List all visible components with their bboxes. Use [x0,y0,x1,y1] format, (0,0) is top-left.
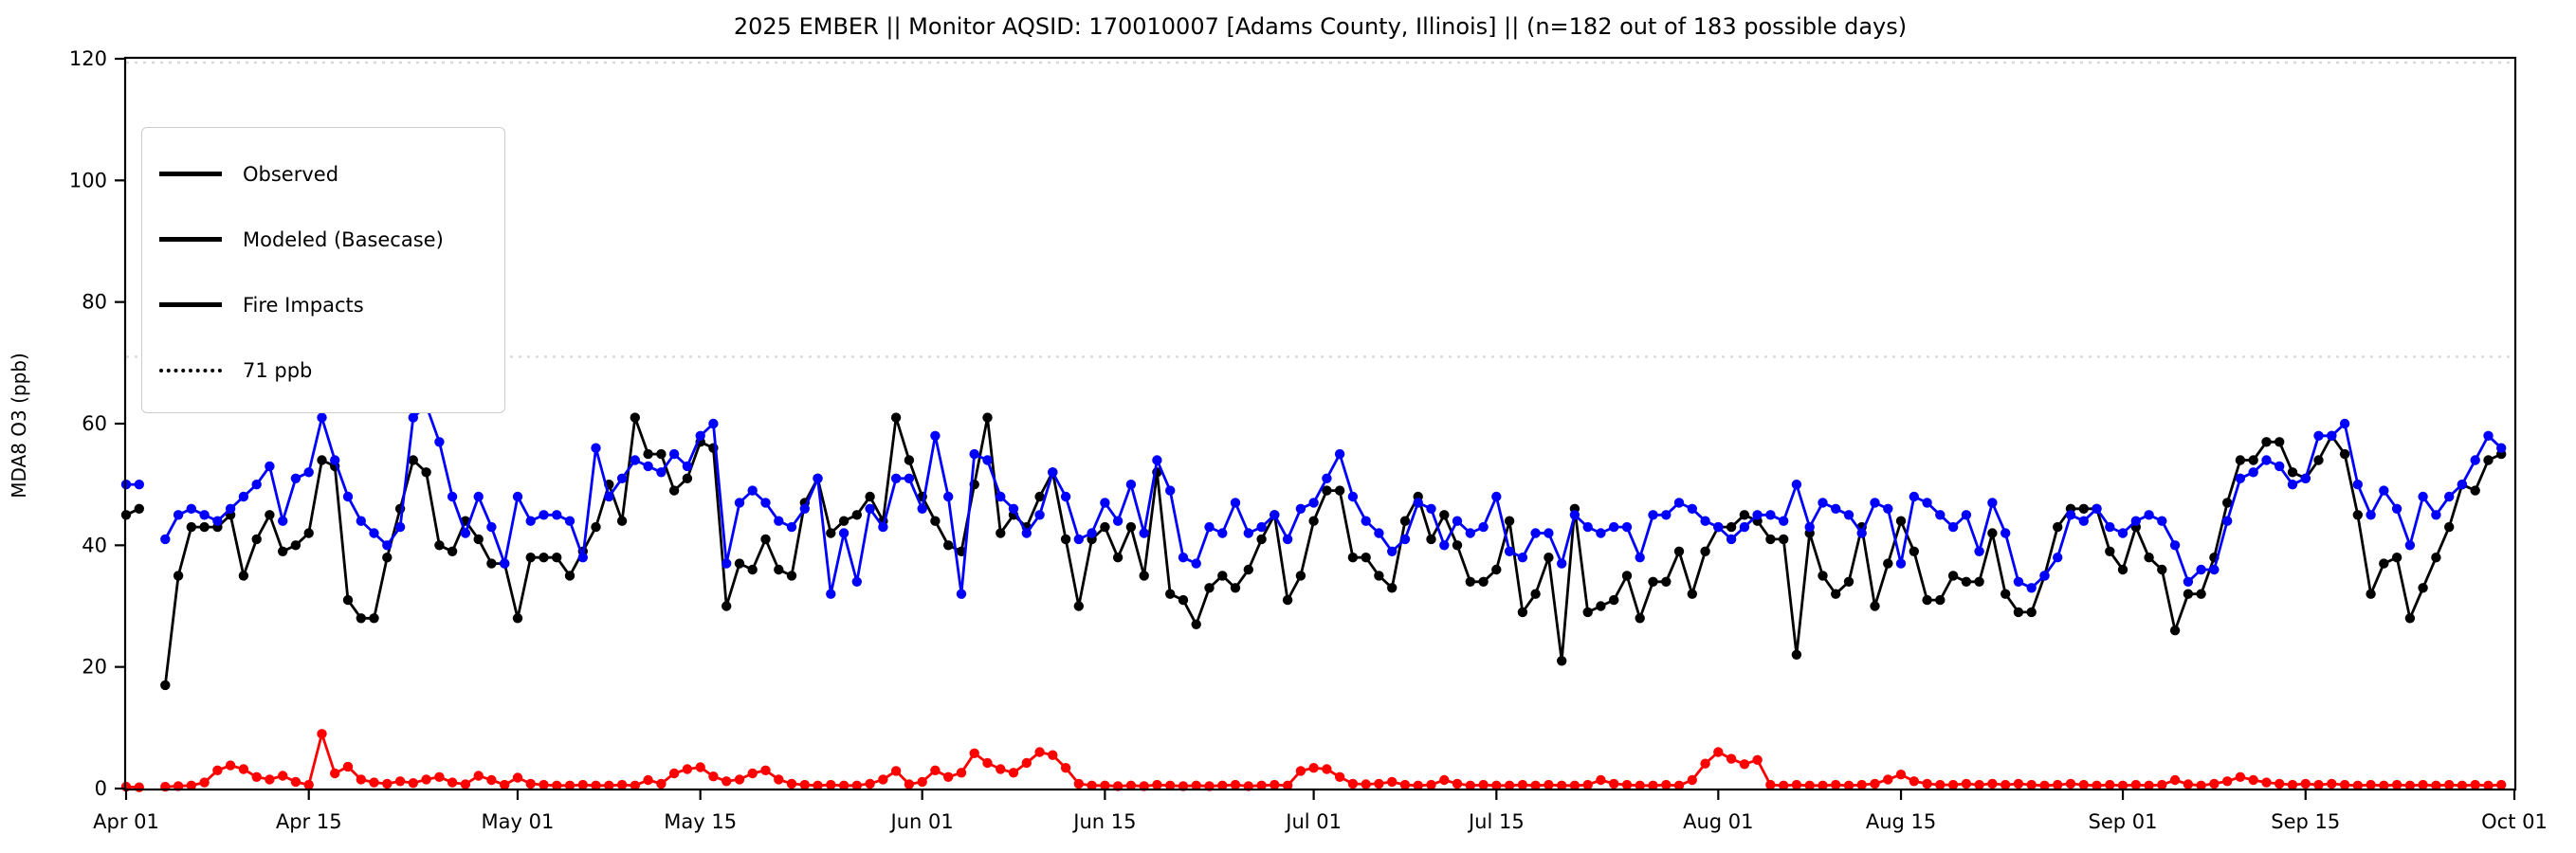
observed-line [120,412,2507,691]
y-tick-label: 100 [69,169,107,191]
x-tick-label: Aug 01 [1683,810,1753,833]
x-tick-label: Apr 15 [276,810,342,833]
x-tick-label: May 15 [664,810,737,833]
x-tick-label: Jul 01 [1284,810,1342,833]
x-tick-label: Sep 15 [2271,810,2340,833]
legend-label: 71 ppb [243,358,313,382]
fire-impacts-line [120,729,2507,792]
x-tick-label: Sep 01 [2089,810,2158,833]
x-tick-label: Oct 01 [2481,810,2548,833]
y-tick-label: 80 [82,291,107,314]
legend-label: Fire Impacts [243,293,364,317]
legend-item-fire: Fire Impacts [159,272,487,337]
x-tick-label: May 01 [482,810,555,833]
y-tick-label: 0 [95,777,107,800]
fire-line-swatch [159,302,222,307]
legend-box: Observed Modeled (Basecase) Fire Impacts… [141,127,505,413]
chart-title: 2025 EMBER || Monitor AQSID: 170010007 [… [733,13,1908,40]
x-tick-label: Jul 15 [1467,810,1525,833]
x-tick-label: Apr 01 [93,810,159,833]
legend-item-observed: Observed [159,141,487,207]
legend-label: Observed [243,162,339,186]
modeled-line [120,400,2507,599]
x-tick-label: Aug 15 [1866,810,1936,833]
y-tick-label: 20 [82,656,107,679]
y-tick-label: 40 [82,534,107,556]
71ppb-line-swatch [159,368,222,372]
legend-label: Modeled (Basecase) [243,227,444,251]
y-tick-label: 120 [69,47,107,70]
modeled-line-swatch [159,237,222,242]
y-tick-label: 60 [82,412,107,435]
x-tick-label: Jun 01 [889,810,954,833]
observed-line-swatch [159,172,222,176]
legend-item-modeled: Modeled (Basecase) [159,207,487,272]
x-tick-label: Jun 15 [1071,810,1136,833]
legend-item-71ppb: 71 ppb [159,337,487,403]
